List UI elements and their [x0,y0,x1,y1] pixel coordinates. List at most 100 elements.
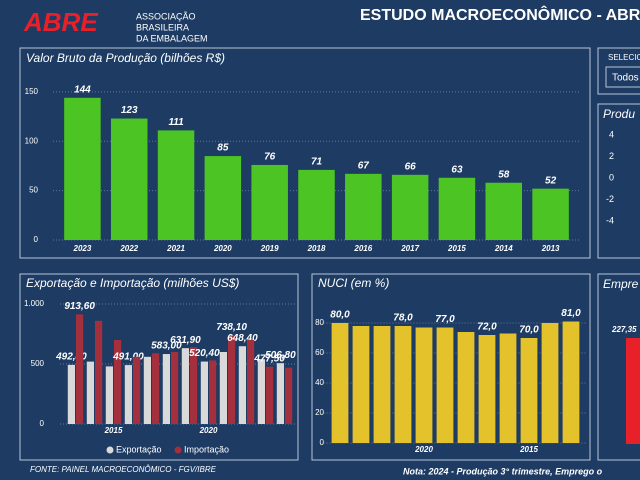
bar [415,327,433,443]
value-label: 66 [405,161,417,172]
panel-title: Produ [603,107,635,121]
bar [76,314,84,424]
x-tick-label: 2021 [166,244,185,253]
bar [257,359,265,424]
x-tick-label: 2015 [519,445,538,454]
bar [219,352,227,424]
y-tick-label: 100 [25,136,39,145]
bar [209,360,217,424]
bar [171,352,179,424]
bar [499,333,517,443]
bar [124,365,132,424]
x-tick-label: 2013 [541,244,560,253]
value-label: 491,00 [112,352,144,363]
bar [204,156,242,240]
bar [181,348,189,424]
bar [394,326,412,443]
bar [152,353,160,424]
panel-title: Empre [603,277,639,291]
value-label: 123 [121,105,138,116]
dropdown[interactable] [605,66,640,88]
value-label: 85 [217,143,229,154]
y-tick-label: 150 [25,87,39,96]
x-tick-label: 2015 [447,244,466,253]
value-label: 52 [545,175,557,186]
bar [251,164,288,240]
bar [105,366,113,424]
y-tick-label: -4 [606,215,614,225]
value-label: 80,0 [330,310,350,321]
value-label: 78,0 [393,313,413,324]
bar [95,320,103,424]
value-label: 520,40 [189,348,220,359]
bar [228,335,236,424]
bar [67,364,75,424]
bar [373,326,391,443]
logo-caption: DA EMBALAGEM [136,33,208,43]
y-tick-label: 0 [40,419,45,428]
bar [276,363,284,424]
bar [247,340,255,424]
logo-caption: BRASILEIRA [136,22,189,32]
value-label: 76 [264,152,276,163]
bar [298,169,335,240]
x-tick-label: 2023 [73,244,92,253]
value-label: 631,90 [170,335,201,346]
y-tick-label: -2 [606,194,614,204]
value-label: 913,60 [64,301,95,312]
note: Nota: 2024 - Produção 3° trimestre, Empr… [403,466,603,476]
value-label: 144 [74,84,91,95]
legend-label: Importação [184,444,229,454]
y-tick-label: 4 [609,129,614,139]
y-tick-label: 40 [315,378,324,387]
bar [457,332,475,443]
y-tick-label: 0 [609,172,614,182]
x-tick-label: 2018 [307,244,326,253]
value-label: 738,10 [216,322,247,333]
bar [478,335,496,443]
bar [541,323,559,443]
x-tick-label: 2016 [353,244,372,253]
bar [133,356,141,424]
bar [485,182,523,240]
filter-label: SELECIO [608,53,640,62]
value-label: 70,0 [519,325,539,336]
y-tick-label: 50 [29,186,38,195]
y-tick-label: 80 [315,318,324,327]
value-label: 583,00 [151,341,182,352]
bar [391,174,429,240]
bar [532,188,569,240]
y-tick-label: 0 [320,438,325,447]
bar [436,327,454,443]
bar [238,346,246,424]
legend-swatch [174,446,182,454]
value-label: 477,50 [253,353,285,364]
panel [597,103,640,259]
value-label: 72,0 [477,322,497,333]
value-label: 71 [311,157,323,168]
x-tick-label: 2019 [260,244,279,253]
y-tick-label: 2 [609,151,614,161]
bar [331,323,349,443]
logo: ABRE [23,7,98,37]
chart-title: NUCI (em %) [318,276,389,290]
y-tick-label: 0 [34,235,39,244]
value-label: 58 [498,169,510,180]
legend-label: Exportação [116,444,162,454]
x-tick-label: 2015 [104,426,123,435]
value-label: 77,0 [435,314,455,325]
logo-caption: ASSOCIAÇÃO [136,11,196,21]
x-tick-label: 2017 [400,244,419,253]
bar [345,173,382,240]
dropdown-value[interactable]: Todos [612,73,639,84]
bar [114,340,122,424]
bar [562,321,580,443]
bar [162,354,170,424]
dashboard-title: ESTUDO MACROECONÔMICO - ABR [360,5,640,24]
y-tick-label: 20 [315,408,324,417]
x-tick-label: 2022 [119,244,138,253]
bar [64,97,101,240]
bar [520,338,538,443]
value-label: 67 [358,160,370,171]
